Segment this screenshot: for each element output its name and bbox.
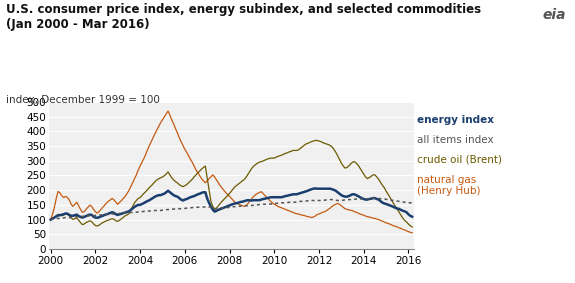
Text: all items index: all items index <box>417 135 493 145</box>
Text: eia: eia <box>543 8 566 22</box>
Text: U.S. consumer price index, energy subindex, and selected commodities
(Jan 2000 -: U.S. consumer price index, energy subind… <box>6 3 481 31</box>
Text: energy index: energy index <box>417 115 494 125</box>
Text: crude oil (Brent): crude oil (Brent) <box>417 155 502 165</box>
Text: index, December 1999 = 100: index, December 1999 = 100 <box>6 95 160 105</box>
Text: natural gas
(Henry Hub): natural gas (Henry Hub) <box>417 175 480 196</box>
